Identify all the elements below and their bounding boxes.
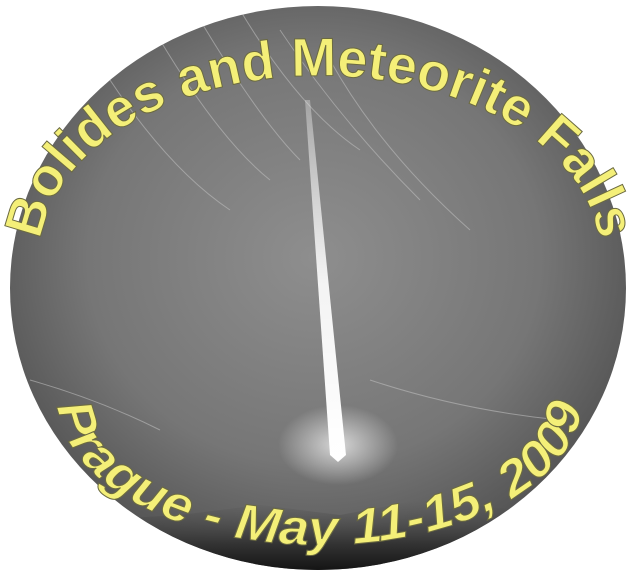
- page: Bolides and Meteorite Falls Prague - May…: [0, 0, 628, 573]
- logo: Bolides and Meteorite Falls Prague - May…: [0, 0, 628, 573]
